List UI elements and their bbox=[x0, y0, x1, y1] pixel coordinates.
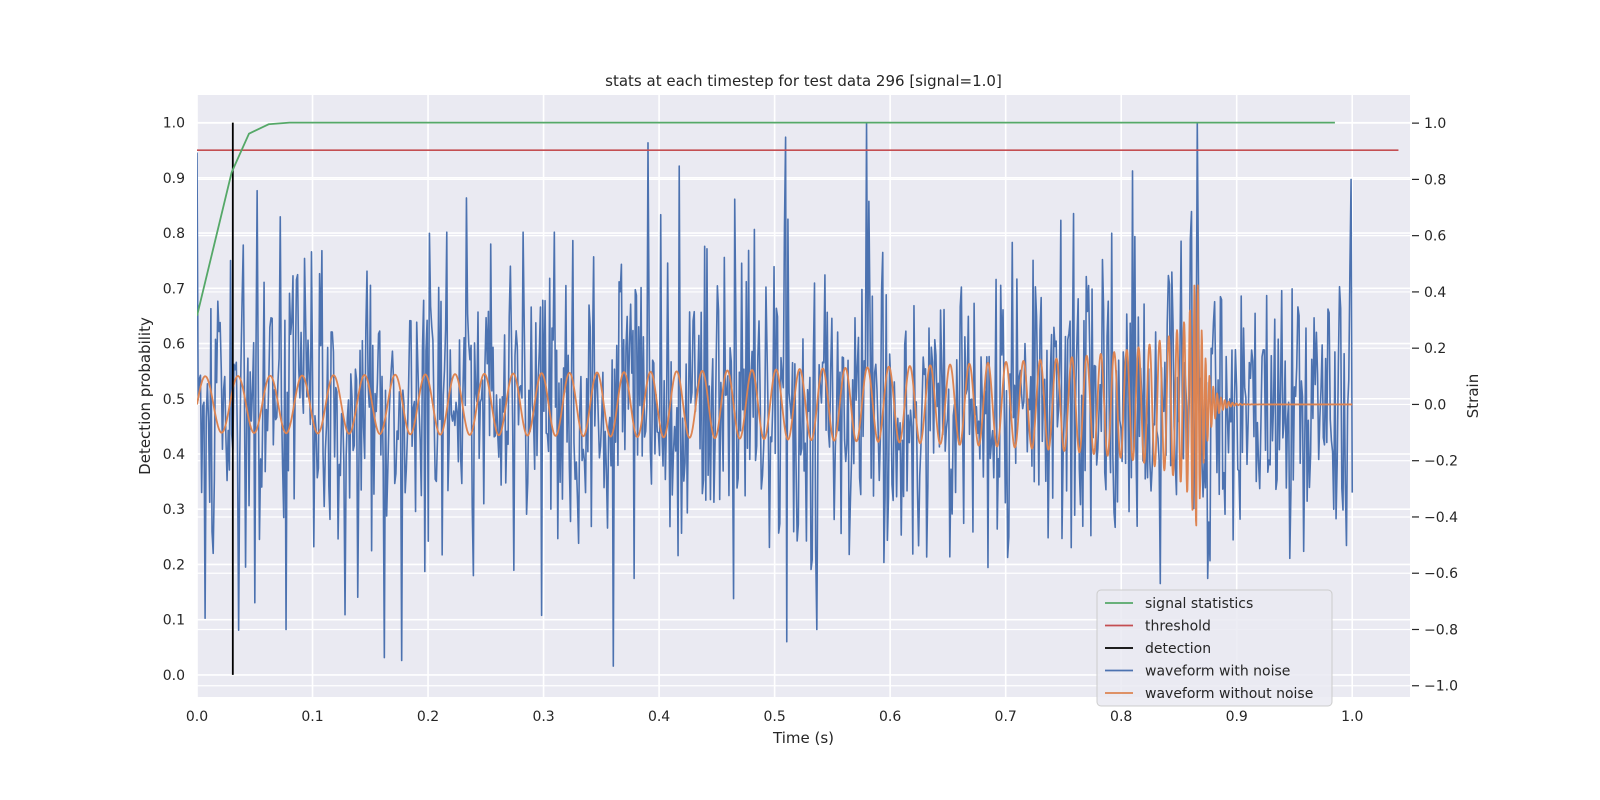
chart-title: stats at each timestep for test data 296… bbox=[605, 72, 1002, 90]
legend-entry: detection bbox=[1145, 641, 1211, 657]
series-waveform-without-noise bbox=[197, 284, 1353, 527]
legend-entry: signal statistics bbox=[1145, 596, 1253, 612]
x-tick-label: 0.4 bbox=[648, 709, 670, 725]
right-y-tick-label: −0.8 bbox=[1424, 622, 1458, 638]
x-tick-label: 0.3 bbox=[532, 709, 554, 725]
left-y-tick-label: 0.1 bbox=[163, 613, 185, 629]
left-y-tick-label: 0.4 bbox=[163, 447, 185, 463]
left-y-tick-label: 1.0 bbox=[163, 116, 185, 132]
x-tick-label: 0.2 bbox=[417, 709, 439, 725]
x-tick-label: 0.7 bbox=[995, 709, 1017, 725]
right-y-tick-label: −1.0 bbox=[1424, 679, 1458, 695]
x-tick-label: 0.9 bbox=[1226, 709, 1248, 725]
left-axis-ticks: 0.0 0.1 0.2 0.3 0.4 0.5 0.6 0.7 0.8 0.9 1.0 bbox=[163, 116, 185, 684]
legend: signal statistics threshold detection wavef… bbox=[1096, 589, 1333, 707]
left-y-tick-label: 0.5 bbox=[163, 392, 185, 408]
legend-entry: threshold bbox=[1145, 619, 1211, 635]
left-y-tick-label: 0.7 bbox=[163, 281, 185, 297]
legend-entry: waveform with noise bbox=[1145, 664, 1290, 680]
x-tick-label: 1.0 bbox=[1341, 709, 1363, 725]
right-y-tick-label: 0.2 bbox=[1424, 341, 1446, 357]
right-y-tick-label: 0.6 bbox=[1424, 229, 1446, 245]
x-tick-label: 0.1 bbox=[301, 709, 323, 725]
series-waveform-with-noise bbox=[197, 122, 1354, 667]
right-y-tick-label: −0.2 bbox=[1424, 454, 1458, 470]
left-y-tick-label: 0.0 bbox=[163, 668, 185, 684]
x-tick-label: 0.6 bbox=[879, 709, 901, 725]
x-tick-label: 0.0 bbox=[186, 709, 208, 725]
right-y-tick-label: −0.6 bbox=[1424, 566, 1458, 582]
left-y-tick-label: 0.8 bbox=[163, 226, 185, 242]
x-axis-ticks: 0.0 0.1 0.2 0.3 0.4 0.5 0.6 0.7 0.8 0.9 1.0 bbox=[186, 709, 1364, 725]
series-signal-statistics bbox=[197, 121, 1335, 317]
x-tick-label: 0.5 bbox=[763, 709, 785, 725]
x-tick-label: 0.8 bbox=[1110, 709, 1132, 725]
left-y-axis-label: Detection probability bbox=[136, 317, 154, 475]
right-y-tick-label: −0.4 bbox=[1424, 510, 1458, 526]
left-y-tick-label: 0.2 bbox=[163, 557, 185, 573]
left-y-tick-label: 0.3 bbox=[163, 502, 185, 518]
right-y-axis-label: Strain bbox=[1464, 374, 1482, 418]
left-y-tick-label: 0.6 bbox=[163, 337, 185, 353]
left-y-tick-label: 0.9 bbox=[163, 171, 185, 187]
right-y-tick-label: 0.8 bbox=[1424, 172, 1446, 188]
right-y-tick-label: 0.0 bbox=[1424, 397, 1446, 413]
legend-box bbox=[1096, 589, 1333, 707]
legend-entry: waveform without noise bbox=[1145, 686, 1313, 702]
right-y-tick-label: 0.4 bbox=[1424, 285, 1446, 301]
x-axis-label: Time (s) bbox=[772, 729, 834, 747]
right-y-tick-label: 1.0 bbox=[1424, 116, 1446, 132]
right-axis-ticks: −1.0 −0.8 −0.6 −0.4 −0.2 0.0 0.2 0.4 0.6 0.8 1.0 bbox=[1412, 116, 1458, 695]
